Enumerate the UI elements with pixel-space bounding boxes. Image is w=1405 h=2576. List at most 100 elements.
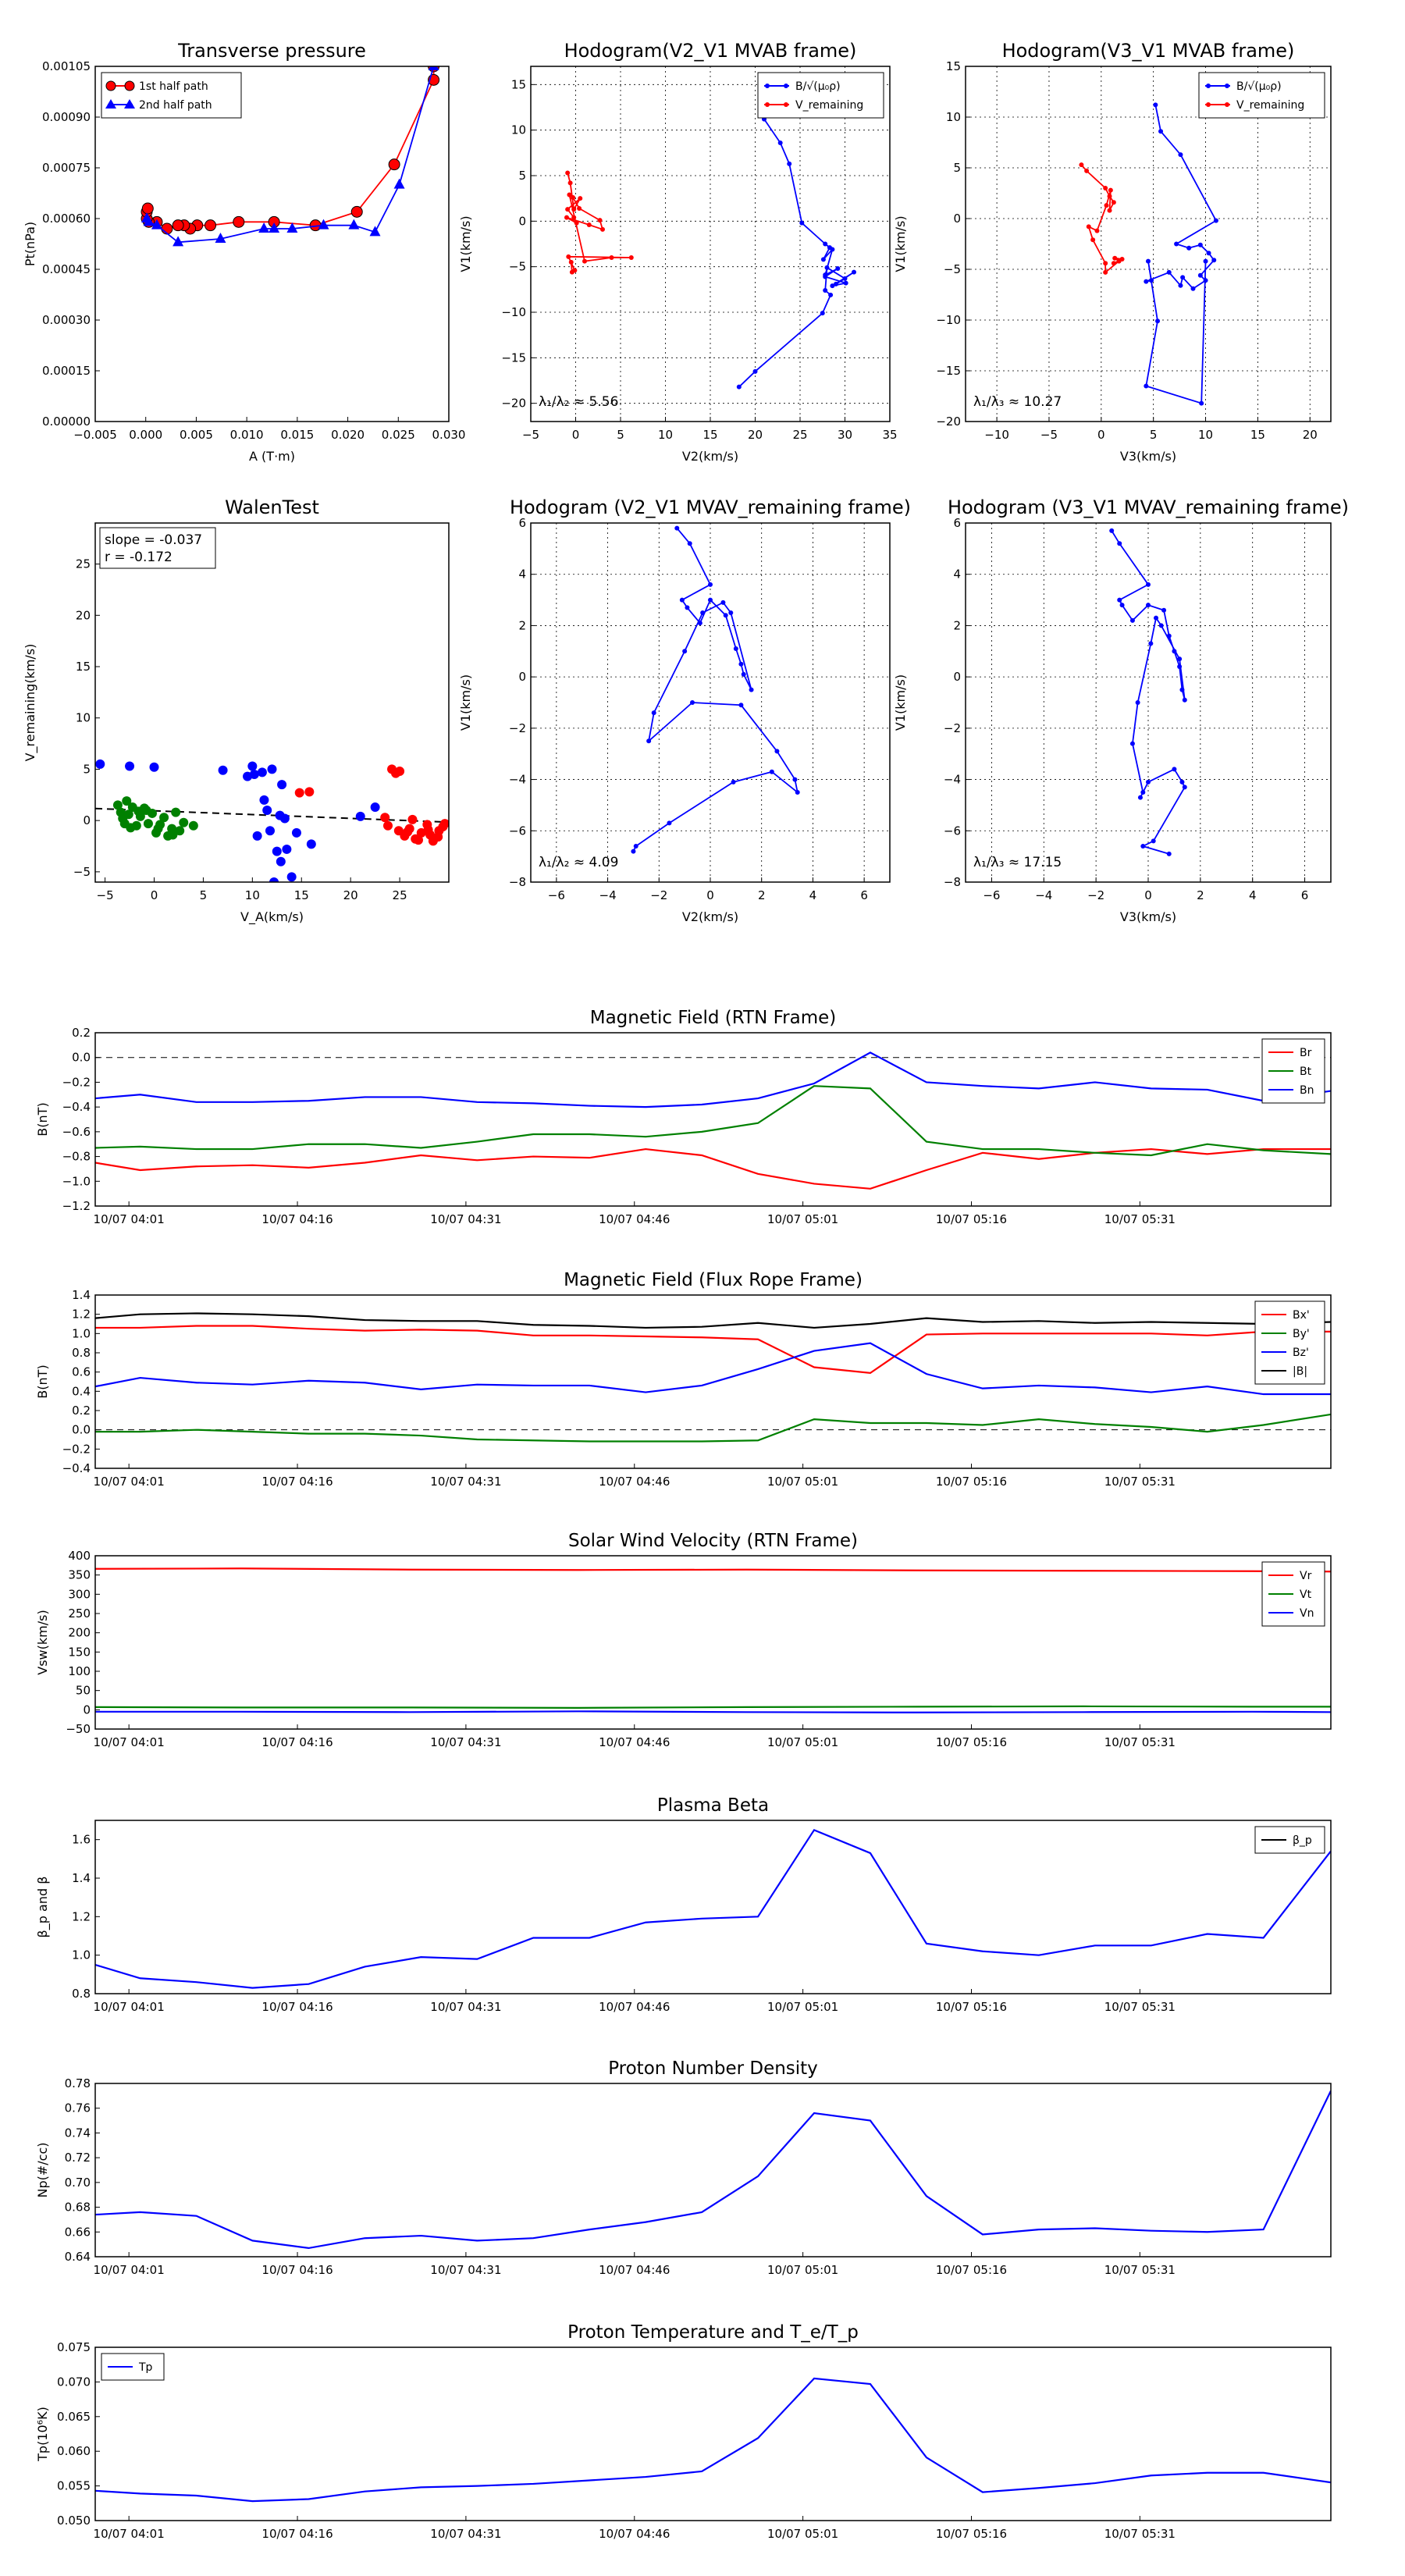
data-point bbox=[247, 761, 258, 771]
y-tick-label: 0.64 bbox=[65, 2250, 91, 2264]
x-tick-label: 0.030 bbox=[432, 428, 466, 442]
y-tick-label: 0.00015 bbox=[42, 364, 91, 378]
data-point bbox=[679, 597, 685, 603]
data-point bbox=[141, 806, 151, 815]
data-point bbox=[578, 196, 583, 201]
legend-label: V_remaining bbox=[795, 99, 863, 112]
data-point bbox=[571, 195, 576, 200]
y-tick-label: −20 bbox=[501, 397, 526, 411]
data-point bbox=[350, 205, 363, 218]
x-tick-label: 4 bbox=[809, 888, 817, 902]
data-point bbox=[218, 765, 228, 775]
y-tick-label: 350 bbox=[68, 1568, 91, 1582]
data-point bbox=[566, 254, 571, 259]
data-point bbox=[720, 600, 726, 605]
data-point bbox=[205, 219, 217, 232]
data-point bbox=[1119, 603, 1125, 608]
x-tick-label: 15 bbox=[702, 428, 717, 442]
y-tick-label: 2 bbox=[953, 618, 961, 632]
series-line bbox=[95, 1325, 1331, 1375]
y-tick-label: 300 bbox=[68, 1587, 91, 1601]
data-point bbox=[597, 218, 603, 223]
chart-1: Transverse pressure 0.00000 0.00015 0.00030… bbox=[23, 40, 465, 464]
x-tick-label: 0.000 bbox=[129, 428, 162, 442]
data-point bbox=[294, 788, 304, 798]
series-line bbox=[1145, 105, 1218, 404]
y-tick-label: 0.2 bbox=[72, 1026, 91, 1040]
y-tick-label: −5 bbox=[73, 865, 91, 879]
data-point bbox=[382, 820, 393, 831]
x-tick-label: 10/07 05:01 bbox=[767, 1475, 838, 1489]
data-point bbox=[690, 700, 695, 705]
x-tick-label: 10/07 04:16 bbox=[261, 1212, 333, 1226]
data-point bbox=[828, 292, 834, 297]
data-point bbox=[1146, 779, 1151, 785]
y-tick-label: 4 bbox=[953, 568, 961, 582]
data-point bbox=[733, 646, 738, 651]
x-tick-label: 2 bbox=[758, 888, 766, 902]
data-point bbox=[820, 257, 826, 262]
x-tick-label: −6 bbox=[548, 888, 565, 902]
plot-frame bbox=[530, 66, 891, 422]
x-tick-label: 30 bbox=[838, 428, 852, 442]
data-point bbox=[830, 283, 835, 289]
y-tick-label: 0.055 bbox=[57, 2479, 91, 2493]
y-tick-label: 0.00045 bbox=[42, 262, 91, 276]
data-point bbox=[823, 288, 828, 293]
data-point bbox=[413, 835, 423, 845]
y-tick-label: 1.0 bbox=[72, 1326, 91, 1340]
x-tick-label: 10/07 05:31 bbox=[1104, 2527, 1176, 2541]
data-point bbox=[259, 795, 269, 805]
data-point bbox=[257, 767, 267, 777]
legend: β_p bbox=[1254, 1826, 1325, 1854]
data-point bbox=[738, 703, 744, 708]
legend-label: B/√(μ₀ρ) bbox=[795, 80, 841, 93]
y-tick-label: 200 bbox=[68, 1626, 91, 1640]
y-tick-label: 6 bbox=[953, 516, 961, 530]
y-axis-label: Np(#/cc) bbox=[35, 2143, 50, 2198]
data-point bbox=[823, 241, 828, 247]
plot-frame bbox=[94, 2083, 1332, 2258]
legend-label: Bx' bbox=[1293, 1309, 1310, 1322]
series-line bbox=[95, 1413, 1331, 1443]
x-tick-label: 10/07 05:31 bbox=[1104, 2000, 1176, 2014]
data-point bbox=[276, 856, 286, 866]
y-tick-label: −0.8 bbox=[62, 1150, 91, 1164]
chart-title: Proton Temperature and T_e/T_p bbox=[567, 2322, 859, 2343]
data-point bbox=[843, 280, 848, 286]
y-tick-label: 0.6 bbox=[72, 1365, 91, 1379]
legend: Br Bt Bn bbox=[1261, 1038, 1325, 1104]
y-tick-label: 5 bbox=[518, 169, 526, 183]
x-tick-label: 10/07 04:31 bbox=[430, 2263, 501, 2277]
y-tick-label: 0.00090 bbox=[42, 110, 91, 124]
ratio-annotation: λ₁/λ₃ ≈ 17.15 bbox=[973, 855, 1062, 870]
data-point bbox=[577, 206, 582, 211]
y-tick-label: −5 bbox=[509, 260, 526, 274]
legend-label: Br bbox=[1300, 1047, 1312, 1059]
x-tick-label: −5 bbox=[1040, 428, 1058, 442]
data-point bbox=[1166, 269, 1172, 275]
data-point bbox=[1182, 785, 1187, 790]
legend-label: Vr bbox=[1300, 1570, 1312, 1582]
data-point bbox=[143, 819, 153, 829]
y-tick-label: −0.2 bbox=[62, 1075, 91, 1089]
x-tick-label: 35 bbox=[882, 428, 897, 442]
plot-area bbox=[95, 2377, 1331, 2503]
x-tick-label: 0.020 bbox=[331, 428, 365, 442]
x-tick-label: 10/07 04:01 bbox=[94, 2527, 165, 2541]
data-point bbox=[1149, 278, 1154, 283]
legend-marker bbox=[124, 99, 135, 109]
data-point bbox=[567, 192, 572, 197]
y-tick-label: 1.2 bbox=[72, 1909, 91, 1923]
legend: B/√(μ₀ρ) V_remaining bbox=[1198, 72, 1325, 119]
annotation-line: r = -0.172 bbox=[105, 550, 173, 565]
plot-frame bbox=[94, 1555, 1332, 1730]
x-tick-label: 10/07 04:01 bbox=[94, 2000, 165, 2014]
data-point bbox=[348, 219, 360, 229]
x-tick-label: 10/07 04:31 bbox=[430, 1212, 501, 1226]
y-tick-label: −6 bbox=[944, 824, 961, 838]
data-point bbox=[685, 605, 690, 610]
data-point bbox=[697, 621, 702, 626]
data-point bbox=[586, 222, 592, 227]
data-point bbox=[1103, 269, 1108, 275]
